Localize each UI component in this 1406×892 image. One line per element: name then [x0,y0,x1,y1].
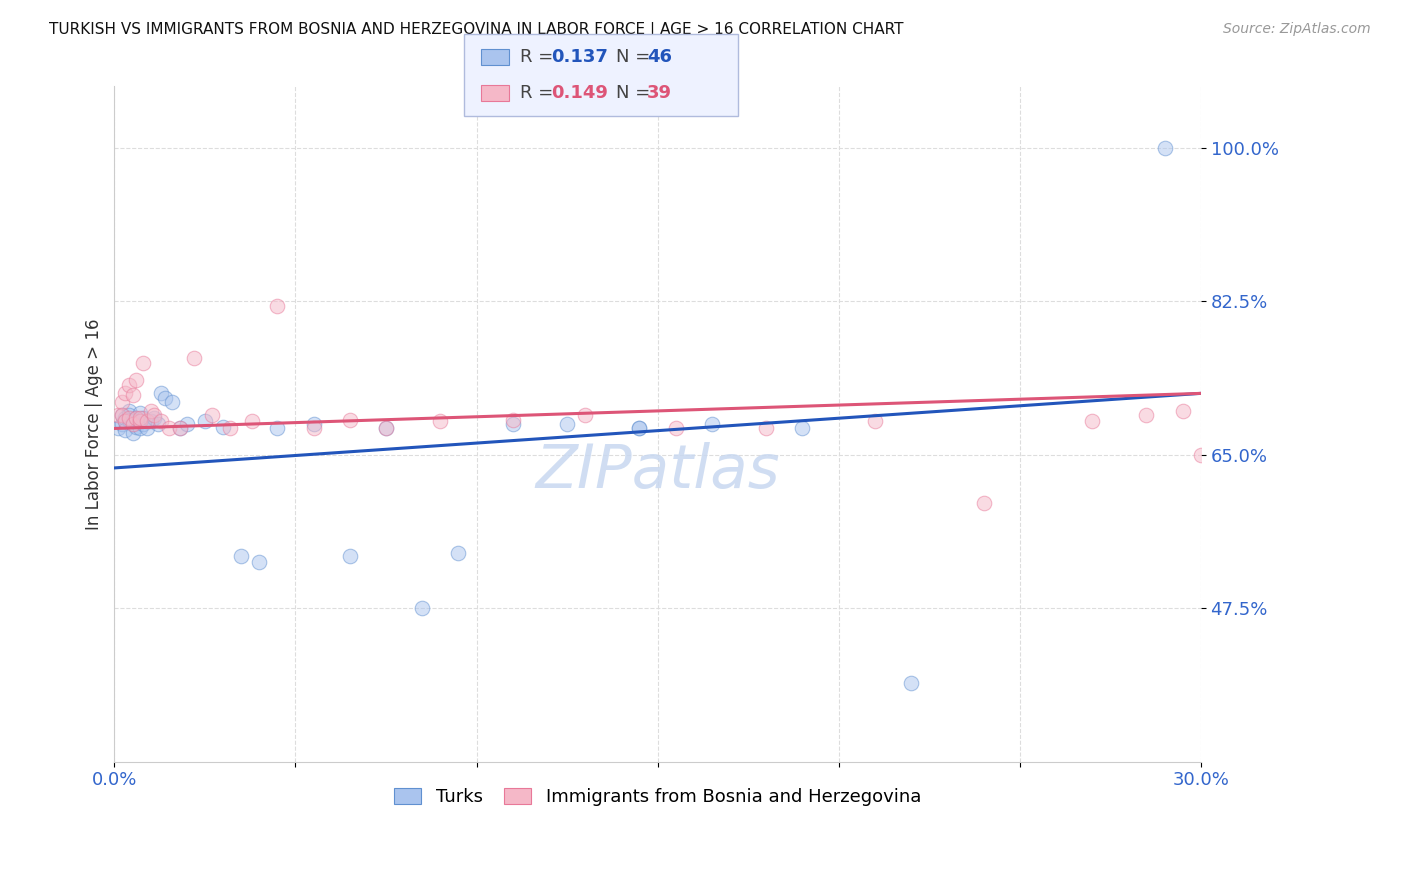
Point [1189,448,1212,462]
Point [121,414,143,428]
Text: 0.149: 0.149 [551,84,607,102]
Point [114,411,136,425]
Point [114,423,136,437]
Point [339,549,361,563]
Text: 39: 39 [647,84,672,102]
Point [900,676,922,690]
Point [125,411,148,425]
Point [231,549,253,563]
Point [132,417,155,431]
Text: ZIPatlas: ZIPatlas [536,442,780,500]
Text: 46: 46 [647,48,672,66]
Point [107,421,129,435]
Text: R =: R = [520,84,560,102]
Point [118,409,141,423]
Point [118,377,141,392]
Point [111,409,134,423]
Point [429,414,451,428]
Point [150,414,173,428]
Point [755,421,778,435]
Point [146,417,169,431]
Point [183,351,205,366]
Point [157,421,180,435]
Point [240,414,263,428]
Point [128,406,150,420]
Text: Source: ZipAtlas.com: Source: ZipAtlas.com [1223,22,1371,37]
Point [212,419,235,434]
Text: TURKISH VS IMMIGRANTS FROM BOSNIA AND HERZEGOVINA IN LABOR FORCE | AGE > 16 CORR: TURKISH VS IMMIGRANTS FROM BOSNIA AND HE… [49,22,904,38]
Point [176,417,198,431]
Point [136,421,159,435]
Point [628,421,651,435]
Text: N =: N = [616,84,655,102]
Point [700,417,723,431]
Point [121,417,143,431]
Point [132,411,155,425]
Point [502,412,524,426]
Point [128,411,150,425]
Y-axis label: In Labor Force | Age > 16: In Labor Force | Age > 16 [86,318,103,530]
Point [128,414,150,428]
Point [125,419,148,434]
Point [411,601,433,615]
Point [128,421,150,435]
Point [555,417,578,431]
Point [628,421,651,435]
Point [111,395,134,409]
Point [125,411,148,425]
Point [114,414,136,428]
Text: R =: R = [520,48,560,66]
Point [375,421,398,435]
Point [169,421,191,435]
Legend: Turks, Immigrants from Bosnia and Herzegovina: Turks, Immigrants from Bosnia and Herzeg… [387,780,928,814]
Point [1135,409,1157,423]
Point [1153,141,1175,155]
Point [139,414,162,428]
Point [162,395,184,409]
Point [973,496,995,510]
Point [375,421,398,435]
Point [665,421,688,435]
Point [143,411,166,425]
Point [118,411,141,425]
Point [219,421,242,435]
Point [247,555,270,569]
Point [1171,404,1194,418]
Point [792,421,814,435]
Point [139,404,162,418]
Point [201,409,224,423]
Point [502,417,524,431]
Point [169,421,191,435]
Point [118,404,141,418]
Point [447,546,470,560]
Point [574,409,596,423]
Point [150,386,173,401]
Point [114,414,136,428]
Point [1081,414,1104,428]
Point [302,421,325,435]
Point [153,391,176,405]
Point [111,417,134,431]
Point [118,412,141,426]
Point [136,414,159,428]
Text: N =: N = [616,48,655,66]
Point [121,425,143,440]
Point [121,388,143,402]
Point [125,373,148,387]
Point [132,356,155,370]
Point [863,414,886,428]
Point [121,417,143,431]
Text: 0.137: 0.137 [551,48,607,66]
Point [143,409,166,423]
Point [128,414,150,428]
Point [107,409,129,423]
Point [266,421,288,435]
Point [302,417,325,431]
Point [194,414,217,428]
Point [111,409,134,423]
Point [339,412,361,426]
Point [266,299,288,313]
Point [114,386,136,401]
